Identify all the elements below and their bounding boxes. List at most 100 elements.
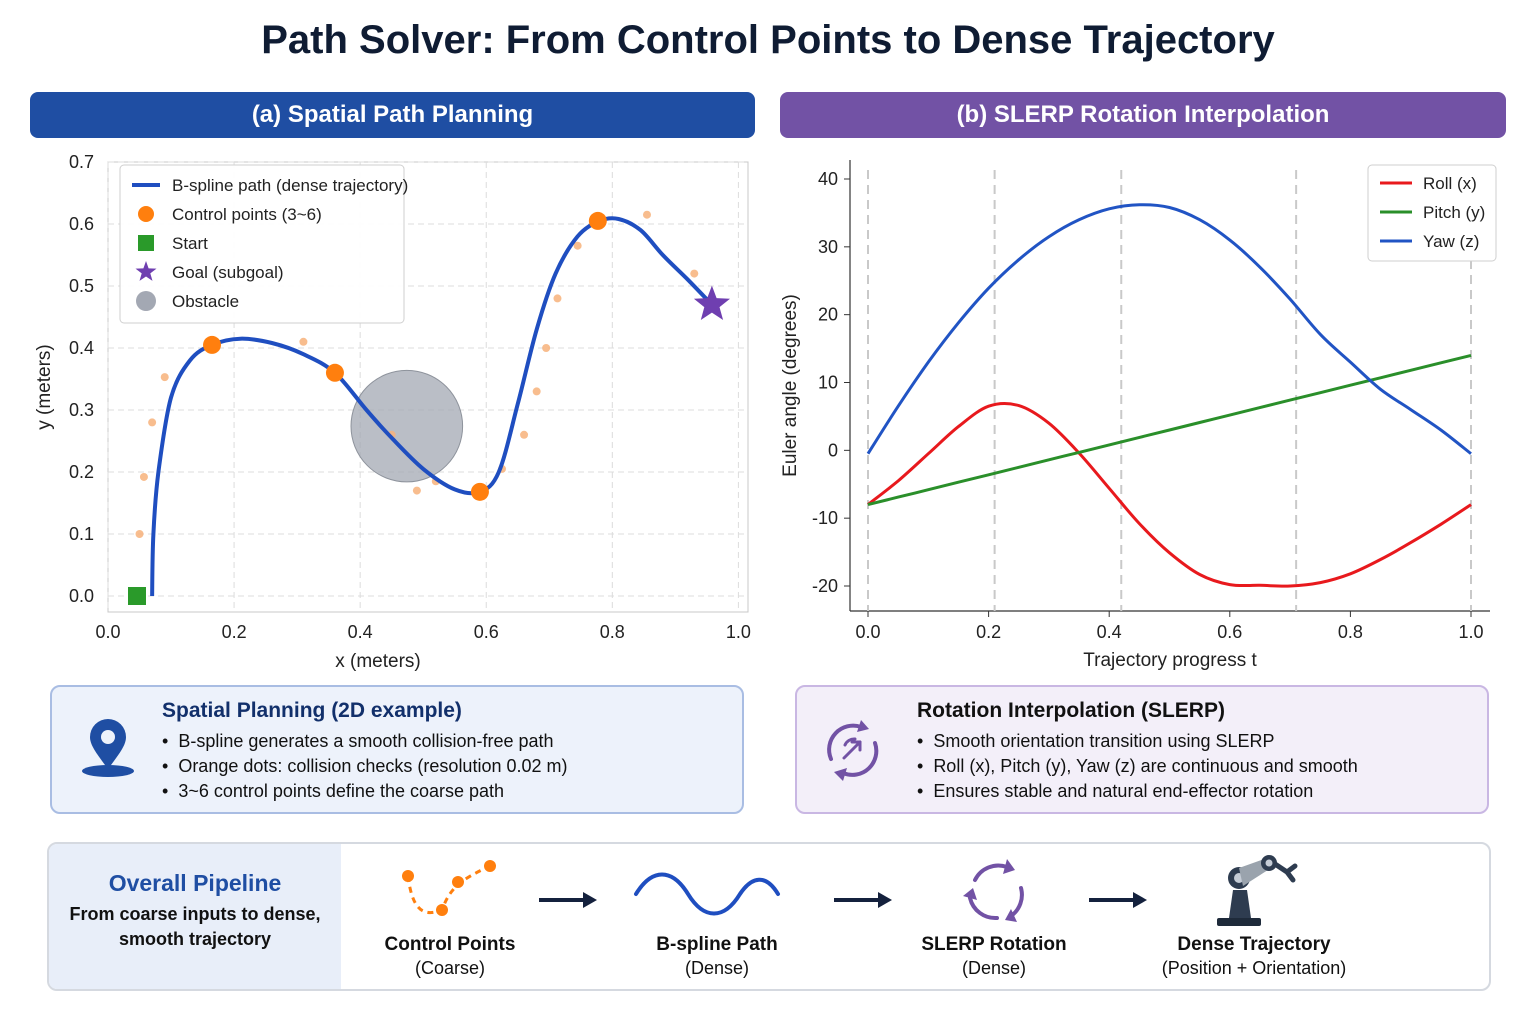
overall-pipeline: Overall Pipeline From coarse inputs to d… xyxy=(47,842,1491,991)
stage-dense-trajectory: Dense Trajectory (Position + Orientation… xyxy=(1127,844,1381,989)
y-axis-label: Euler angle (degrees) xyxy=(780,294,801,477)
collision-check-dot xyxy=(412,486,421,495)
stage-name: Control Points xyxy=(384,934,516,955)
collision-check-dot xyxy=(148,418,157,427)
stage-subtitle: (Position + Orientation) xyxy=(1161,958,1347,978)
y-tick-label: 20 xyxy=(818,305,838,325)
y-tick-label: 0 xyxy=(828,440,838,460)
wave-path-icon xyxy=(634,872,780,916)
legend-square-swatch xyxy=(138,235,154,251)
x-tick-label: 0.0 xyxy=(855,622,880,642)
collision-check-dot xyxy=(553,294,562,303)
collision-check-dot xyxy=(299,337,308,346)
legend-label: Roll (x) xyxy=(1423,174,1477,193)
rotation-cycle-icon xyxy=(827,720,879,781)
x-tick-label: 0.8 xyxy=(1338,622,1363,642)
series-line xyxy=(867,353,1472,507)
stage-name: Dense Trajectory xyxy=(1177,934,1331,955)
bullet-item: Orange dots: collision checks (resolutio… xyxy=(162,754,567,779)
y-tick-label: 0.0 xyxy=(69,586,94,606)
collision-check-dot xyxy=(160,373,169,382)
rotation-interpolation-info-box: Rotation Interpolation (SLERP) Smooth or… xyxy=(795,685,1489,814)
legend-disk-swatch xyxy=(136,291,156,311)
legend-star-swatch xyxy=(135,261,157,281)
y-tick-label: 30 xyxy=(818,237,838,257)
stage-subtitle: (Coarse) xyxy=(414,958,485,978)
robot-arm-icon xyxy=(1217,855,1298,926)
arrow-right-icon xyxy=(834,892,892,908)
collision-check-dot xyxy=(642,210,651,219)
spatial-path-chart: 0.0 0.2 0.4 0.6 0.8 1.0 0.0 0.1 0.2 0.3 0.4 0.5 0.6 0… xyxy=(34,152,751,672)
legend-label: Control points (3~6) xyxy=(172,205,322,224)
arrow-right-icon xyxy=(1089,892,1147,908)
y-tick-label: 40 xyxy=(818,169,838,189)
y-tick-label: 0.3 xyxy=(69,400,94,420)
x-tick-label: 1.0 xyxy=(1458,622,1483,642)
bullet-item: 3~6 control points define the coarse pat… xyxy=(162,779,568,804)
arrow-right-icon xyxy=(539,892,597,908)
collision-check-dot xyxy=(135,530,144,538)
legend-box xyxy=(1367,164,1497,262)
y-tick-label: 0.4 xyxy=(69,338,94,358)
location-pin-icon xyxy=(82,719,134,777)
x-tick-label: 0.4 xyxy=(1097,622,1122,642)
collision-check-dot xyxy=(139,472,148,481)
y-axis-label: y (meters) xyxy=(34,344,55,430)
x-tick-label: 1.0 xyxy=(726,622,751,642)
stage-slerp-rotation: SLERP Rotation (Dense) xyxy=(869,844,1119,989)
control-points-icon xyxy=(402,860,496,916)
stage-control-points: Control Points (Coarse) xyxy=(325,844,575,989)
legend-label: B-spline path (dense trajectory) xyxy=(172,176,408,195)
panel-a-header: (a) Spatial Path Planning xyxy=(30,92,755,138)
y-tick-label: 0.1 xyxy=(69,524,94,544)
legend-label: Pitch (y) xyxy=(1423,203,1485,222)
bullet-item: Smooth orientation transition using SLER… xyxy=(917,729,1358,754)
chart-legend: B-spline path (dense trajectory) Control … xyxy=(119,164,408,324)
collision-check-dot xyxy=(690,269,699,278)
x-tick-label: 0.8 xyxy=(600,622,625,642)
x-tick-label: 0.0 xyxy=(95,622,120,642)
bullet-item: Roll (x), Pitch (y), Yaw (z) are continu… xyxy=(917,754,1358,779)
y-tick-label: -20 xyxy=(812,576,838,596)
y-tick-label: 0.2 xyxy=(69,462,94,482)
bullet-item: B-spline generates a smooth collision-fr… xyxy=(162,729,568,754)
control-point xyxy=(470,482,489,501)
legend-label: Obstacle xyxy=(172,292,239,311)
pipeline-summary: Overall Pipeline From coarse inputs to d… xyxy=(49,844,341,989)
y-tick-label: 0.6 xyxy=(69,214,94,234)
y-tick-label: -10 xyxy=(812,508,838,528)
collision-check-dot xyxy=(520,430,529,439)
goal-marker xyxy=(693,285,730,320)
spatial-planning-info-box: Spatial Planning (2D example) B-spline g… xyxy=(50,685,744,814)
x-tick-label: 0.4 xyxy=(348,622,373,642)
rotation-interpolation-bullets: Smooth orientation transition using SLER… xyxy=(917,729,1358,804)
pipeline-subtitle: From coarse inputs to dense, smooth traj… xyxy=(69,904,321,949)
bspline-path xyxy=(150,216,714,597)
x-tick-label: 0.6 xyxy=(1217,622,1242,642)
collision-check-dot xyxy=(532,387,541,396)
series-line xyxy=(866,203,1472,455)
start-marker xyxy=(127,587,146,605)
page-title: Path Solver: From Control Points to Dens… xyxy=(261,18,1275,62)
legend-label: Start xyxy=(172,234,208,253)
stage-name: SLERP Rotation xyxy=(921,934,1067,955)
slerp-rotation-chart: 0.0 0.2 0.4 0.6 0.8 1.0 -20 -10 0 10 20 30 40 Traject… xyxy=(780,160,1497,671)
stage-bspline-path: B-spline Path (Dense) xyxy=(592,844,842,989)
spatial-planning-title: Spatial Planning (2D example) xyxy=(162,699,462,722)
legend-label: Yaw (z) xyxy=(1423,232,1479,251)
x-tick-label: 0.6 xyxy=(474,622,499,642)
stage-subtitle: (Dense) xyxy=(961,958,1027,978)
collision-check-dot xyxy=(542,344,551,352)
y-tick-label: 0.5 xyxy=(69,276,94,296)
y-tick-label: 0.7 xyxy=(69,152,94,172)
bullet-item: Ensures stable and natural end-effector … xyxy=(917,779,1358,804)
panel-b-header: (b) SLERP Rotation Interpolation xyxy=(780,92,1506,138)
legend-label: Goal (subgoal) xyxy=(172,263,284,282)
x-tick-label: 0.2 xyxy=(976,622,1001,642)
control-point xyxy=(203,335,222,354)
x-axis-label: x (meters) xyxy=(335,651,421,672)
legend-box xyxy=(119,164,405,324)
spatial-planning-bullets: B-spline generates a smooth collision-fr… xyxy=(162,729,568,804)
stage-subtitle: (Dense) xyxy=(684,958,750,978)
rotation-icon xyxy=(963,859,1024,922)
